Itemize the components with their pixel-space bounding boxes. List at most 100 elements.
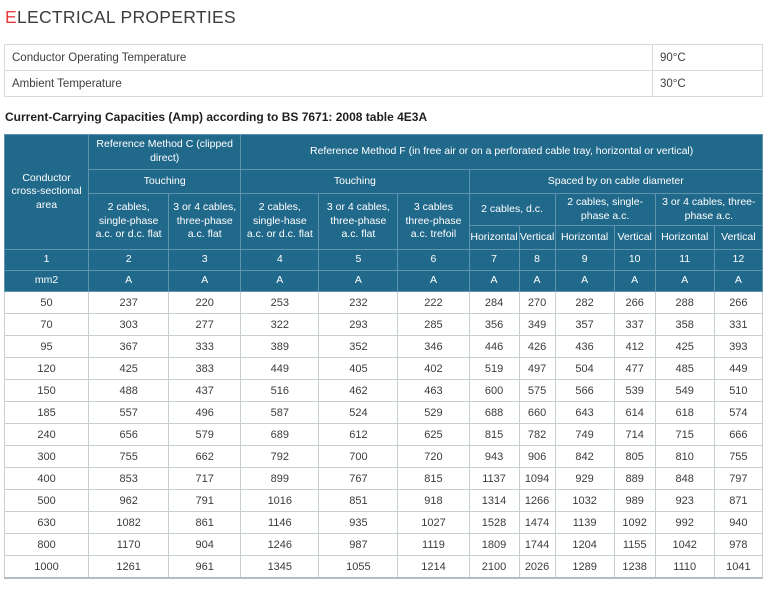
area-cell: 500: [3, 489, 90, 513]
value-cell: 426: [518, 335, 556, 359]
value-cell: 402: [397, 357, 470, 381]
table-row: 400 853 717 899 767 815 1137 1094 929 889 848 797: [3, 467, 764, 491]
table-row: 630 1082 861 1146 935 1027 1528 1474 1139 1092 992…: [3, 511, 764, 535]
value-cell: 720: [397, 445, 470, 469]
value-cell: 367: [88, 335, 170, 359]
unit-cell: A: [613, 270, 656, 293]
property-row: Ambient Temperature 30°C: [4, 70, 763, 97]
value-cell: 1246: [240, 533, 320, 557]
value-cell: 1055: [318, 555, 399, 579]
value-cell: 600: [468, 379, 520, 403]
spaced-group-header-cell: 2 cables, single-phase a.c.: [554, 192, 656, 227]
value-cell: 285: [397, 313, 470, 337]
value-cell: 1042: [654, 533, 715, 557]
properties-table: Conductor Operating Temperature 90°C Amb…: [4, 44, 763, 97]
value-cell: 899: [240, 467, 320, 491]
value-cell: 689: [240, 423, 320, 447]
value-cell: 587: [240, 401, 320, 425]
value-cell: 815: [397, 467, 470, 491]
value-cell: 237: [88, 291, 170, 315]
value-cell: 940: [713, 511, 764, 535]
value-cell: 516: [240, 379, 320, 403]
unit-cell: A: [397, 270, 470, 293]
value-cell: 477: [613, 357, 656, 381]
property-label: Ambient Temperature: [4, 70, 653, 97]
table-row: 150 488 437 516 462 463 600 575 566 539 549 510: [3, 379, 764, 403]
value-cell: 1266: [518, 489, 556, 513]
area-cell: 300: [3, 445, 90, 469]
unit-cell: A: [318, 270, 399, 293]
value-cell: 437: [168, 379, 242, 403]
value-cell: 782: [518, 423, 556, 447]
config-header-cell: 3 or 4 cables, three-phase a.c. flat: [318, 192, 399, 251]
value-cell: 277: [168, 313, 242, 337]
value-cell: 792: [240, 445, 320, 469]
value-cell: 266: [713, 291, 764, 315]
unit-cell: A: [468, 270, 520, 293]
value-cell: 497: [518, 357, 556, 381]
column-number-cell: 5: [318, 249, 399, 272]
value-cell: 643: [554, 401, 615, 425]
column-number-cell: 12: [713, 249, 764, 272]
area-cell: 150: [3, 379, 90, 403]
value-cell: 331: [713, 313, 764, 337]
value-cell: 1139: [554, 511, 615, 535]
property-label: Conductor Operating Temperature: [4, 44, 653, 71]
value-cell: 987: [318, 533, 399, 557]
value-cell: 666: [713, 423, 764, 447]
value-cell: 333: [168, 335, 242, 359]
value-cell: 1082: [88, 511, 170, 535]
value-cell: 253: [240, 291, 320, 315]
value-cell: 529: [397, 401, 470, 425]
value-cell: 918: [397, 489, 470, 513]
value-cell: 449: [713, 357, 764, 381]
method-f-spaced-cell: Spaced by on cable diameter: [468, 169, 763, 194]
spaced-group-header-cell: 3 or 4 cables, three-phase a.c.: [654, 192, 764, 227]
value-cell: 1314: [468, 489, 520, 513]
value-cell: 961: [168, 555, 242, 579]
value-cell: 282: [554, 291, 615, 315]
table-row: 500 962 791 1016 851 918 1314 1266 1032 989 923 871: [3, 489, 764, 513]
orientation-header-cell: Horizontal: [468, 225, 520, 251]
value-cell: 383: [168, 357, 242, 381]
method-c-header-cell: Reference Method C (clipped direct): [88, 134, 242, 170]
value-cell: 1809: [468, 533, 520, 557]
column-number-cell: 9: [554, 249, 615, 272]
value-cell: 1214: [397, 555, 470, 579]
value-cell: 1032: [554, 489, 615, 513]
unit-cell: A: [88, 270, 170, 293]
value-cell: 222: [397, 291, 470, 315]
column-number-cell: 3: [168, 249, 242, 272]
orientation-header-cell: Vertical: [518, 225, 556, 251]
value-cell: 1345: [240, 555, 320, 579]
value-cell: 861: [168, 511, 242, 535]
value-cell: 618: [654, 401, 715, 425]
value-cell: 749: [554, 423, 615, 447]
value-cell: 337: [613, 313, 656, 337]
value-cell: 978: [713, 533, 764, 557]
table-row: 95 367 333 389 352 346 446 426 436 412 425 393: [3, 335, 764, 359]
table-row: 800 1170 904 1246 987 1119 1809 1744 1204 1155 104…: [3, 533, 764, 557]
value-cell: 767: [318, 467, 399, 491]
value-cell: 906: [518, 445, 556, 469]
value-cell: 488: [88, 379, 170, 403]
value-cell: 393: [713, 335, 764, 359]
area-cell: 185: [3, 401, 90, 425]
page-container: ELECTRICAL PROPERTIES Conductor Operatin…: [3, 7, 764, 579]
area-cell: 630: [3, 511, 90, 535]
value-cell: 943: [468, 445, 520, 469]
arrangement-header-row: Touching Touching Spaced by on cable dia…: [5, 169, 763, 194]
property-value: 90°C: [652, 44, 763, 71]
capacity-table-header: Conductor cross-sectional area Reference…: [3, 133, 764, 293]
unit-cell: A: [168, 270, 242, 293]
value-cell: 496: [168, 401, 242, 425]
area-cell: 50: [3, 291, 90, 315]
value-cell: 625: [397, 423, 470, 447]
value-cell: 356: [468, 313, 520, 337]
orientation-header-cell: Vertical: [713, 225, 764, 251]
column-number-cell: 4: [240, 249, 320, 272]
area-cell: 1000: [3, 555, 90, 579]
value-cell: 755: [88, 445, 170, 469]
value-cell: 791: [168, 489, 242, 513]
value-cell: 389: [240, 335, 320, 359]
